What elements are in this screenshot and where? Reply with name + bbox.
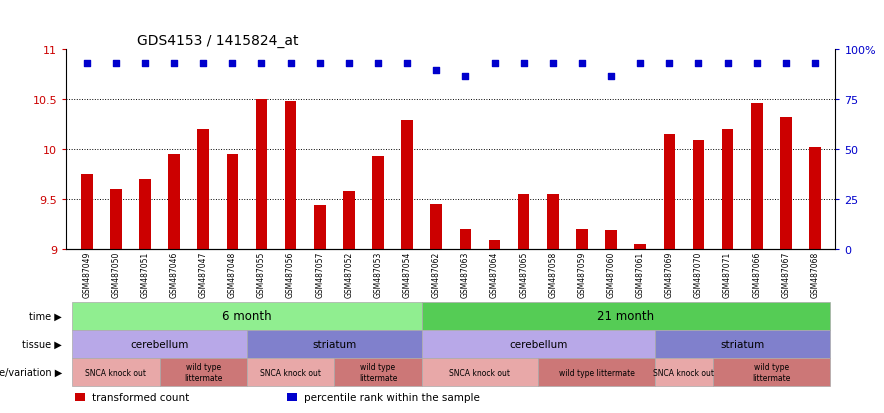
Point [604, 73, 618, 80]
Text: wild type
littermate: wild type littermate [359, 363, 397, 382]
Bar [255, 100, 267, 250]
Text: cerebellum: cerebellum [509, 339, 568, 349]
Point [633, 60, 647, 67]
Bar [139, 180, 151, 250]
Text: time ▶: time ▶ [29, 311, 62, 321]
Point [487, 60, 501, 67]
Point [255, 60, 269, 67]
Point [662, 60, 676, 67]
Bar [751, 104, 763, 250]
Point [225, 60, 240, 67]
Text: SNCA knock out: SNCA knock out [86, 368, 147, 377]
Bar [693, 141, 705, 250]
Bar [489, 241, 500, 250]
Bar [401, 121, 413, 250]
Bar [721, 130, 734, 250]
Bar [576, 230, 588, 250]
Text: SNCA knock out: SNCA knock out [260, 368, 321, 377]
Bar [168, 155, 180, 250]
Text: wild type
littermate: wild type littermate [752, 363, 790, 382]
Bar [547, 195, 559, 250]
Text: genotype/variation ▶: genotype/variation ▶ [0, 367, 62, 377]
Point [516, 60, 530, 67]
Point [430, 67, 444, 74]
Bar [80, 175, 93, 250]
Text: 6 month: 6 month [222, 309, 271, 323]
Text: tissue ▶: tissue ▶ [22, 339, 62, 349]
Point [575, 60, 589, 67]
Point [750, 60, 764, 67]
Text: striatum: striatum [312, 339, 356, 349]
Bar [809, 148, 821, 250]
Text: percentile rank within the sample: percentile rank within the sample [304, 392, 480, 402]
Point [80, 60, 94, 67]
Bar [460, 230, 471, 250]
Point [196, 60, 210, 67]
Point [138, 60, 152, 67]
Point [779, 60, 793, 67]
Bar [197, 130, 209, 250]
Point [109, 60, 123, 67]
Bar [226, 155, 238, 250]
Bar [285, 102, 296, 250]
Text: SNCA knock out: SNCA knock out [653, 368, 714, 377]
Point [808, 60, 822, 67]
Point [342, 60, 356, 67]
Text: transformed count: transformed count [92, 392, 189, 402]
Text: SNCA knock out: SNCA knock out [449, 368, 510, 377]
Point [167, 60, 181, 67]
Bar [635, 245, 646, 250]
Point [545, 60, 560, 67]
Point [284, 60, 298, 67]
Text: GDS4153 / 1415824_at: GDS4153 / 1415824_at [137, 33, 299, 47]
Text: wild type littermate: wild type littermate [559, 368, 635, 377]
Point [458, 73, 472, 80]
Text: cerebellum: cerebellum [130, 339, 188, 349]
Bar [780, 118, 792, 250]
Point [313, 60, 327, 67]
Point [691, 60, 705, 67]
Bar [518, 195, 530, 250]
Bar [372, 157, 384, 250]
Text: striatum: striatum [720, 339, 765, 349]
Point [371, 60, 385, 67]
Bar [314, 206, 325, 250]
Point [720, 60, 735, 67]
Bar [431, 205, 442, 250]
Bar [343, 192, 354, 250]
Bar [664, 135, 675, 250]
Bar [606, 231, 617, 250]
Point [400, 60, 415, 67]
Text: wild type
littermate: wild type littermate [184, 363, 223, 382]
Bar [110, 190, 122, 250]
Text: 21 month: 21 month [597, 309, 654, 323]
